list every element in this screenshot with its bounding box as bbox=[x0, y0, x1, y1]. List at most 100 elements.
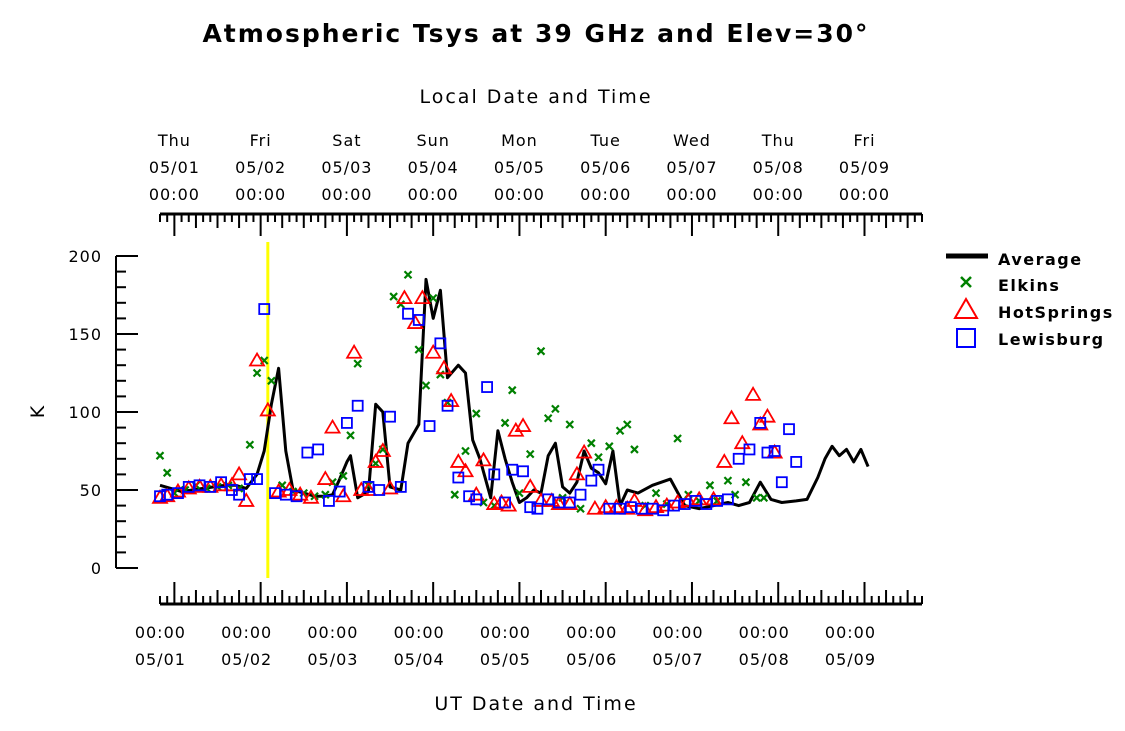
point-elkins bbox=[543, 413, 553, 423]
bottom-tick-date: 05/02 bbox=[221, 650, 272, 669]
point-elkins bbox=[576, 504, 585, 513]
chart-title: Atmospheric Tsys at 39 GHz and Elev=30° bbox=[202, 19, 869, 48]
top-tick-date: 05/08 bbox=[753, 158, 804, 177]
point-lewisburg bbox=[488, 468, 501, 481]
point-elkins bbox=[615, 426, 625, 435]
point-elkins bbox=[346, 431, 355, 440]
point-hotsprings bbox=[323, 418, 342, 434]
point-hotsprings bbox=[230, 465, 248, 481]
top-tick-day: Wed bbox=[673, 131, 711, 150]
legend: Average Elkins HotSprings Lewisburg bbox=[946, 250, 1112, 349]
point-elkins bbox=[353, 359, 362, 368]
point-elkins bbox=[605, 442, 614, 451]
top-tick-time: 00:00 bbox=[580, 185, 631, 204]
point-elkins bbox=[500, 418, 510, 428]
legend-label-elkins: Elkins bbox=[998, 276, 1060, 295]
point-lewisburg bbox=[172, 487, 184, 500]
bottom-tick-date: 05/06 bbox=[566, 650, 617, 669]
point-elkins bbox=[428, 293, 438, 303]
point-hotsprings bbox=[722, 409, 741, 425]
point-hotsprings bbox=[568, 465, 586, 481]
top-tick-time: 00:00 bbox=[666, 185, 717, 204]
point-lewisburg bbox=[412, 314, 425, 326]
point-elkins bbox=[536, 346, 546, 356]
point-elkins bbox=[594, 452, 603, 462]
point-elkins bbox=[321, 490, 330, 499]
point-hotsprings bbox=[395, 289, 413, 305]
bottom-tick-time: 00:00 bbox=[135, 623, 186, 642]
top-axis-label: Local Date and Time bbox=[419, 86, 652, 108]
legend-item-hotsprings: HotSprings bbox=[953, 297, 1112, 322]
point-elkins bbox=[673, 434, 682, 443]
top-tick-date: 05/03 bbox=[321, 158, 372, 177]
point-elkins bbox=[403, 270, 413, 279]
y-tick-label: 50 bbox=[80, 481, 102, 500]
bottom-tick-time: 00:00 bbox=[394, 623, 445, 642]
point-elkins bbox=[162, 468, 172, 478]
point-elkins bbox=[155, 451, 165, 460]
plot-area bbox=[151, 270, 870, 517]
point-hotsprings bbox=[597, 498, 615, 514]
point-elkins bbox=[630, 445, 639, 454]
point-hotsprings bbox=[345, 343, 363, 359]
series-line-average bbox=[159, 277, 870, 511]
point-elkins bbox=[371, 459, 380, 468]
point-hotsprings bbox=[435, 359, 453, 375]
point-hotsprings bbox=[758, 407, 777, 423]
point-elkins bbox=[759, 493, 769, 503]
point-hotsprings bbox=[180, 479, 198, 495]
point-lewisburg bbox=[402, 307, 414, 320]
point-lewisburg bbox=[333, 485, 346, 498]
top-tick-day: Tue bbox=[590, 131, 621, 150]
point-lewisburg bbox=[384, 410, 396, 423]
point-hotsprings bbox=[248, 351, 266, 367]
point-hotsprings bbox=[507, 421, 525, 437]
bottom-x-axis: 00:00 05/01 00:00 05/02 00:00 05/03 00:00 05/04… bbox=[135, 582, 923, 669]
point-lewisburg bbox=[585, 474, 598, 487]
top-tick-day: Sun bbox=[416, 131, 449, 150]
point-hotsprings bbox=[212, 476, 230, 492]
point-lewisburg bbox=[574, 488, 587, 501]
point-hotsprings bbox=[625, 492, 644, 507]
point-elkins bbox=[507, 385, 517, 395]
point-hotsprings bbox=[381, 479, 399, 495]
point-hotsprings bbox=[334, 487, 352, 503]
point-lewisburg bbox=[768, 445, 781, 457]
point-elkins bbox=[705, 481, 715, 490]
point-lewisburg bbox=[215, 476, 228, 489]
point-hotsprings bbox=[766, 443, 784, 459]
point-hotsprings bbox=[367, 453, 385, 468]
point-hotsprings bbox=[413, 289, 431, 305]
point-lewisburg bbox=[423, 420, 436, 432]
point-lewisburg bbox=[481, 381, 493, 393]
point-lewisburg bbox=[761, 446, 774, 459]
point-elkins bbox=[414, 345, 424, 354]
bottom-tick-date: 05/08 bbox=[739, 650, 790, 669]
point-hotsprings bbox=[543, 492, 561, 507]
y-tick-label: 0 bbox=[91, 559, 102, 578]
point-lewisburg bbox=[722, 493, 734, 506]
top-tick-time: 00:00 bbox=[321, 185, 372, 204]
top-tick-day: Fri bbox=[853, 131, 875, 150]
top-tick-date: 05/09 bbox=[839, 158, 890, 177]
point-elkins bbox=[450, 490, 460, 499]
point-lewisburg bbox=[154, 490, 166, 503]
y-axis: 0 50 100 150 200 bbox=[68, 247, 138, 578]
point-lewisburg bbox=[351, 399, 364, 412]
point-hotsprings bbox=[715, 453, 733, 468]
bottom-tick-date: 05/04 bbox=[394, 650, 445, 669]
legend-swatch-lewisburg bbox=[956, 328, 976, 348]
point-elkins bbox=[752, 493, 761, 503]
legend-item-average: Average bbox=[946, 250, 1083, 269]
top-tick-time: 00:00 bbox=[494, 185, 545, 204]
top-tick-time: 00:00 bbox=[235, 185, 286, 204]
top-tick-time: 00:00 bbox=[149, 185, 200, 204]
legend-label-average: Average bbox=[998, 250, 1083, 269]
point-hotsprings bbox=[550, 495, 568, 510]
top-tick-date: 05/06 bbox=[580, 158, 631, 177]
point-lewisburg bbox=[463, 490, 476, 503]
point-lewisburg bbox=[524, 501, 537, 514]
point-elkins bbox=[587, 438, 596, 448]
bottom-tick-date: 05/07 bbox=[652, 650, 703, 669]
